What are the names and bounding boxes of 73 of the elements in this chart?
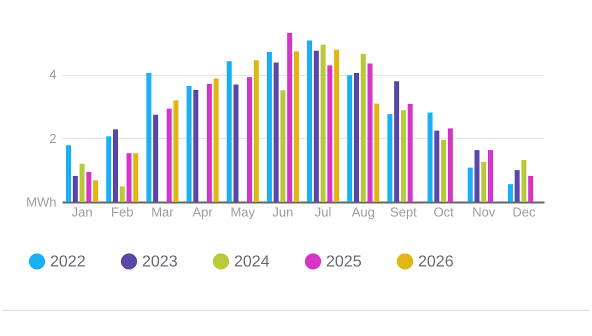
bar: [120, 186, 125, 202]
bar: [233, 84, 238, 202]
bar: [441, 140, 446, 202]
bar: [294, 51, 299, 202]
bar: [166, 108, 172, 202]
bar: [214, 78, 219, 202]
bar: [408, 104, 413, 202]
bar: [280, 90, 286, 202]
bar: [394, 81, 400, 202]
x-tick-label: Jun: [272, 204, 294, 220]
bar: [66, 145, 72, 202]
bar: [314, 50, 319, 202]
bar: [112, 129, 118, 202]
bar: [206, 84, 212, 202]
bar: [481, 162, 486, 202]
bar: [106, 136, 112, 202]
bar: [173, 100, 178, 202]
legend-label: 2023: [142, 253, 178, 270]
bar: [334, 50, 340, 202]
legend-label: 2022: [50, 253, 86, 270]
bar: [528, 176, 534, 202]
bar: [387, 114, 392, 202]
x-tick-label: May: [230, 204, 256, 220]
bar: [126, 153, 132, 202]
bar: [247, 77, 252, 202]
x-tick-label: Nov: [472, 204, 496, 220]
y-tick-label: 2: [49, 130, 56, 146]
x-tick-label: Dec: [512, 204, 536, 220]
bar: [434, 130, 440, 202]
bar: [514, 170, 520, 202]
bar: [327, 65, 332, 202]
bar: [93, 180, 98, 202]
bar: [287, 32, 292, 202]
bar: [72, 176, 78, 202]
bar: [400, 110, 406, 202]
bar: [448, 128, 453, 202]
bar: [320, 44, 326, 202]
bar: [360, 54, 366, 202]
bar: [186, 86, 192, 202]
legend-label: 2024: [234, 253, 270, 270]
x-tick-label: Jul: [314, 204, 332, 220]
x-tick-label: Feb: [111, 204, 134, 220]
bar: [468, 168, 473, 202]
bar: [153, 114, 158, 202]
legend-label: 2025: [326, 253, 362, 270]
bar: [133, 153, 138, 202]
bar: [428, 112, 433, 202]
bar: [86, 172, 92, 202]
bar: [146, 73, 152, 202]
y-tick-label: 4: [49, 67, 56, 82]
legend-label: 2026: [418, 253, 454, 270]
x-tick-label: Mar: [151, 204, 174, 220]
x-tick-label: Aug: [352, 204, 375, 220]
x-tick-label: Sept: [390, 204, 418, 220]
bar: [368, 63, 373, 202]
bar: [266, 52, 272, 202]
bar: [347, 75, 352, 202]
x-tick-label: Oct: [433, 204, 454, 220]
bar: [474, 150, 480, 202]
x-tick-label: Apr: [192, 204, 214, 220]
bar: [193, 90, 198, 202]
bar: [488, 150, 494, 202]
bar: [521, 160, 526, 202]
bar: [354, 73, 359, 202]
bar: [307, 40, 312, 202]
x-tick-label: Jan: [72, 204, 93, 220]
bar: [254, 60, 259, 202]
bar: [274, 62, 279, 202]
bar: [374, 104, 380, 202]
bar: [226, 61, 232, 202]
bar: [80, 164, 85, 202]
y-tick-label: MWh: [26, 194, 56, 210]
bar: [508, 184, 513, 202]
